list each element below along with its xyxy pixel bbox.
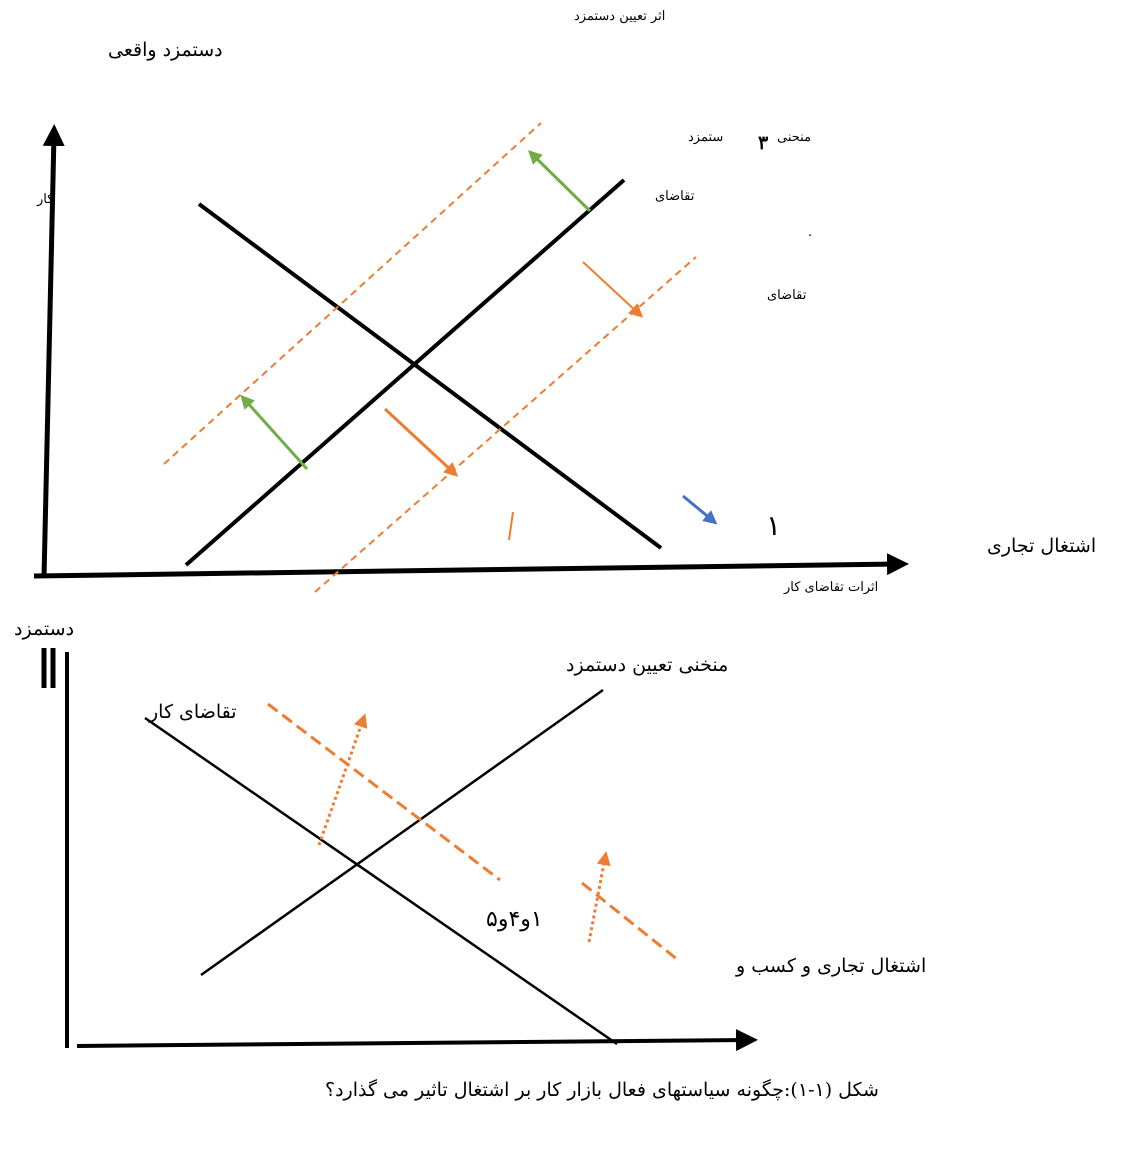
top-dot-mark: . [808, 225, 813, 240]
bottom-dashed-upper [267, 702, 501, 882]
bottom-dotted-arrow-2 [587, 851, 611, 943]
top-demand-label-1: تقاضای [655, 189, 695, 204]
top-dashed-upper [163, 122, 542, 465]
top-orange-tick [508, 511, 514, 541]
top-diagram [33, 122, 909, 593]
bottom-y-axis-label: دستمزد [14, 618, 75, 640]
top-orange-arrow-2 [582, 261, 644, 318]
bottom-diagram [41, 648, 758, 1052]
top-curve-label-a: منحنی [777, 130, 812, 145]
top-demand-curve [197, 202, 663, 550]
top-demand-label-2: تقاضای [767, 288, 807, 303]
top-y-axis [41, 124, 65, 579]
top-right-label: اشتغال تجاری [987, 535, 1097, 557]
bottom-dotted-arrow-1 [317, 713, 368, 846]
top-y-axis-sub: کار [37, 192, 54, 207]
bottom-right-label: اشتغال تجاری و کسب و [736, 955, 927, 977]
top-y-axis-title: دستمزد واقعی [108, 39, 223, 61]
bottom-dashed-lower [581, 881, 679, 962]
figure-caption: شکل (۱-۱):چگونه سیاستهای فعال بازار کار … [325, 1079, 879, 1101]
top-green-arrow-2 [528, 150, 592, 213]
bottom-wage-setting-curve [200, 688, 604, 977]
top-dashed-lower [314, 256, 697, 593]
top-green-arrow-1 [240, 394, 309, 471]
top-x-axis-label: اثرات تقاضای کار [784, 580, 879, 595]
top-orange-arrow-1 [383, 407, 459, 477]
bottom-demand-curve [144, 716, 618, 1046]
top-curve-label-b: ستمزد [688, 130, 724, 145]
top-heading: اثر تعیین دستمزد [574, 9, 666, 24]
top-x-axis [33, 553, 909, 579]
top-curve-number: ۳ [758, 132, 769, 154]
top-wage-setting-curve [184, 178, 626, 567]
bottom-center-label: ۱و۴و۵ [486, 907, 543, 932]
bottom-x-axis [76, 1029, 758, 1052]
bottom-demand-label: تقاضای کار [149, 701, 237, 723]
bottom-supply-label: منخنی تعیین دستمزد [566, 654, 729, 676]
top-marker-1: ١ [766, 509, 782, 542]
top-blue-arrow [682, 494, 718, 525]
